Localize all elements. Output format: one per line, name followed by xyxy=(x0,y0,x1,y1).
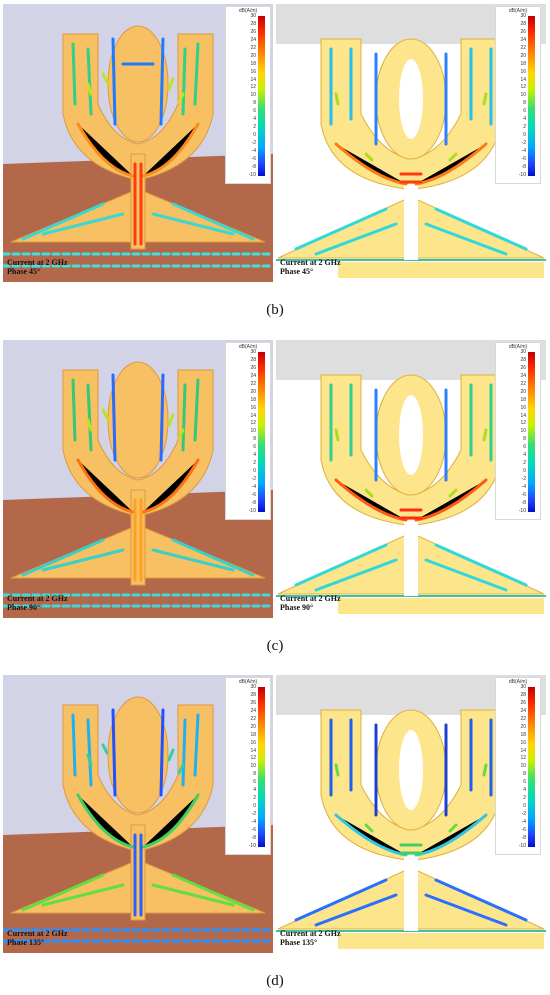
panel-label: Current at 2 GHz Phase 90° xyxy=(280,594,341,612)
colorbar-legend: dB(A/m) 30 28 26 24 22 20 18 16 14 12 10 8 6 4 2 0 -2 -4-… xyxy=(495,6,541,184)
panel-c-right: dB(A/m) 30 28 26 24 22 20 18 16 14 12 10 8 6 4 2 0 -2 -4-… xyxy=(276,340,546,618)
panel-label: Current at 2 GHz Phase 45° xyxy=(7,258,68,276)
colorbar-ticks: 30 28 26 24 22 20 18 16 14 12 10 8 6 4 2 0 -2 -4 -6 -8 -10 xyxy=(518,349,526,514)
panel-b-left: dB(A/m) 30 28 26 24 22 20 18 16 14 12 10 8 6 4 2 0 -2 -4-… xyxy=(3,4,273,282)
colorbar-unit: dB(A/m) xyxy=(508,679,528,685)
panel-label: Current at 2 GHz Phase 135° xyxy=(280,929,341,947)
colorbar-legend: dB(A/m) 30 28 26 24 22 20 18 16 14 12 10 8 6 4 2 0 -2 -4-… xyxy=(495,342,541,520)
current-arrows xyxy=(294,47,528,256)
colorbar-legend: dB(A/m) 30 28 26 24 22 20 18 16 14 12 10 8 6 4 2 0 -2 -4-… xyxy=(225,6,271,184)
current-arrows xyxy=(3,373,273,608)
colorbar-gradient xyxy=(258,687,265,847)
colorbar-ticks: 30 28 26 24 22 20 18 16 14 12 10 8 6 4 2 0 -2 -4 -6 -8 -10 xyxy=(248,349,256,514)
colorbar-unit: dB(A/m) xyxy=(238,344,258,350)
panel-d-right: dB(A/m) 30 28 26 24 22 20 18 16 14 12 10 8 6 4 2 0 -2 -4-… xyxy=(276,675,546,953)
current-arrows xyxy=(294,383,528,592)
current-arrows xyxy=(294,718,528,927)
caption-b: (b) xyxy=(266,302,284,318)
colorbar-unit: dB(A/m) xyxy=(238,679,258,685)
colorbar-ticks: 30 28 26 24 22 20 18 16 14 12 10 8 6 4 2 0 -2 -4 -6 -8 -10 xyxy=(248,684,256,849)
colorbar-gradient xyxy=(258,16,265,176)
colorbar-gradient xyxy=(528,16,535,176)
colorbar-gradient xyxy=(528,687,535,847)
panel-label: Current at 2 GHz Phase 90° xyxy=(7,594,68,612)
colorbar-gradient xyxy=(258,352,265,512)
current-arrows xyxy=(3,37,273,268)
panel-label: Current at 2 GHz Phase 45° xyxy=(280,258,341,276)
panel-b-right: dB(A/m) 30 28 26 24 22 20 18 16 14 12 10 8 6 4 2 0 -2 -4-… xyxy=(276,4,546,282)
panel-c-left: dB(A/m) 30 28 26 24 22 20 18 16 14 12 10 8 6 4 2 0 -2 -4-… xyxy=(3,340,273,618)
panel-d-left: dB(A/m) 30 28 26 24 22 20 18 16 14 12 10 8 6 4 2 0 -2 -4-… xyxy=(3,675,273,953)
front-antenna-figure xyxy=(276,675,546,953)
panel-label: Current at 2 GHz Phase 135° xyxy=(7,929,68,947)
colorbar-legend: dB(A/m) 30 28 26 24 22 20 18 16 14 12 10 8 6 4 2 0 -2 -4-… xyxy=(225,342,271,520)
colorbar-ticks: 30 28 26 24 22 20 18 16 14 12 10 8 6 4 2 0 -2 -4 -6 -8 -10 xyxy=(518,684,526,849)
colorbar-ticks: 30 28 26 24 22 20 18 16 14 12 10 8 6 4 2 0 -2 -4 -6 -8 -10 xyxy=(518,13,526,178)
colorbar-unit: dB(A/m) xyxy=(508,344,528,350)
colorbar-unit: dB(A/m) xyxy=(238,8,258,14)
colorbar-unit: dB(A/m) xyxy=(508,8,528,14)
current-arrows xyxy=(3,708,273,943)
colorbar-gradient xyxy=(528,352,535,512)
colorbar-ticks: 30 28 26 24 22 20 18 16 14 12 10 8 6 4 2 0 -2 -4 -6 -8 -10 xyxy=(248,13,256,178)
caption-c: (c) xyxy=(266,638,284,654)
caption-d: (d) xyxy=(266,973,284,989)
colorbar-legend: dB(A/m) 30 28 26 24 22 20 18 16 14 12 10 8 6 4 2 0 -2 -4-… xyxy=(225,677,271,855)
colorbar-legend: dB(A/m) 30 28 26 24 22 20 18 16 14 12 10 8 6 4 2 0 -2 -4-… xyxy=(495,677,541,855)
